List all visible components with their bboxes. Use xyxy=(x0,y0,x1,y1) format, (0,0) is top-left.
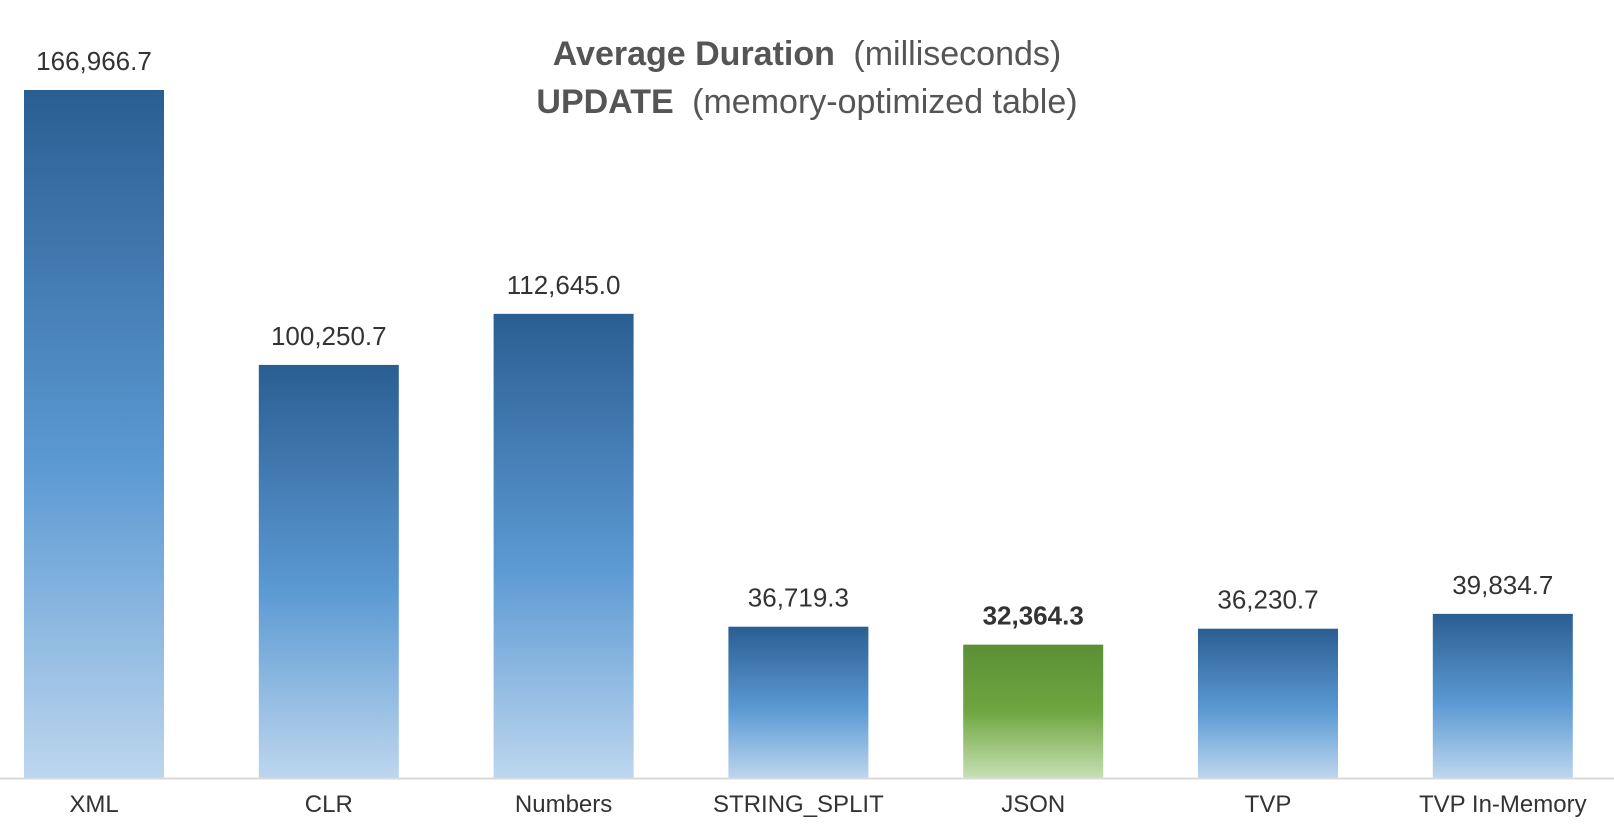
chart-title-bold-2: UPDATE xyxy=(536,83,673,121)
x-tick-label-clr: CLR xyxy=(305,791,353,818)
data-label-clr: 100,250.7 xyxy=(271,321,387,351)
bar-clr xyxy=(258,364,399,778)
bar-xml xyxy=(24,90,164,778)
x-tick-label-json: JSON xyxy=(1001,791,1065,818)
data-labels-layer: 166,966.7 100,250.7 112,645.0 36,719.3 32,36… xyxy=(36,46,1553,631)
data-label-tvp-in-memory: 39,834.7 xyxy=(1452,570,1553,600)
bars-layer xyxy=(24,90,1573,778)
data-label-json: 32,364.3 xyxy=(983,601,1084,631)
x-tick-labels-layer: XML CLR Numbers STRING_SPLIT JSON TVP TVP In-M… xyxy=(69,791,1586,818)
bar-string-split xyxy=(728,626,869,778)
chart-title-rest-1: (milliseconds) xyxy=(853,35,1061,73)
bar-json xyxy=(963,644,1104,778)
bar-tvp xyxy=(1198,628,1338,778)
x-tick-label-xml: XML xyxy=(69,791,118,818)
x-tick-label-numbers: Numbers xyxy=(515,791,612,818)
x-tick-label-tvp-in-memory: TVP In-Memory xyxy=(1419,791,1587,818)
chart-title-rest-2: (memory-optimized table) xyxy=(692,83,1077,121)
bar-numbers xyxy=(493,313,634,778)
chart-title-bold-1: Average Duration xyxy=(553,35,835,73)
x-tick-label-tvp: TVP xyxy=(1245,791,1292,818)
data-label-numbers: 112,645.0 xyxy=(507,270,621,300)
data-label-string-split: 36,719.3 xyxy=(748,583,849,613)
data-label-xml: 166,966.7 xyxy=(36,46,152,76)
bar-tvp-in-memory xyxy=(1432,613,1573,778)
x-tick-label-string-split: STRING_SPLIT xyxy=(713,791,884,818)
chart-title-line-2: UPDATE (memory-optimized table) xyxy=(536,83,1077,121)
chart-title-line-1: Average Duration (milliseconds) xyxy=(553,35,1061,73)
data-label-tvp: 36,230.7 xyxy=(1217,585,1318,615)
